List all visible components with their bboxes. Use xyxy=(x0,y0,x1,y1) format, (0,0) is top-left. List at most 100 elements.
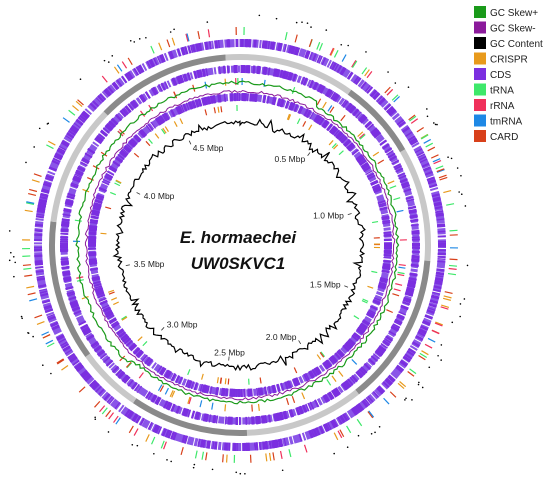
cds-feature xyxy=(202,384,207,393)
cds-feature xyxy=(70,302,79,308)
cds-feature xyxy=(123,107,130,115)
trna-feature xyxy=(362,298,369,302)
cds-feature xyxy=(161,428,167,437)
cds-feature-rings xyxy=(34,38,447,451)
cds-feature xyxy=(260,387,264,396)
cds-feature xyxy=(206,440,210,449)
cds-feature xyxy=(404,292,413,297)
cds-feature xyxy=(70,183,79,189)
cds-feature xyxy=(297,105,303,114)
crispr-feature xyxy=(113,301,119,306)
cds-feature xyxy=(378,97,386,105)
rrna-feature xyxy=(303,444,308,453)
cds-feature xyxy=(68,296,77,301)
crispr-feature xyxy=(286,113,291,120)
gc-skew-minus-trace xyxy=(84,89,396,401)
cds-feature xyxy=(179,74,184,83)
cds-feature xyxy=(416,151,425,157)
cds-feature xyxy=(405,289,414,294)
cds-feature xyxy=(319,118,325,126)
cds-feature xyxy=(97,388,105,396)
cds-feature xyxy=(277,412,281,421)
cds-feature xyxy=(295,407,300,416)
cds-feature xyxy=(98,297,107,302)
cds-feature xyxy=(139,129,147,138)
cds-feature xyxy=(89,380,97,388)
cds-feature xyxy=(105,172,114,179)
cds-feature xyxy=(61,343,70,349)
cds-feature xyxy=(89,103,97,110)
outer-marker xyxy=(295,21,298,24)
card-feature xyxy=(159,385,165,392)
cds-feature xyxy=(369,305,378,311)
cds-feature xyxy=(206,385,210,394)
card-feature xyxy=(94,400,101,408)
cds-feature xyxy=(379,279,388,284)
cds-feature xyxy=(402,300,411,306)
gc-skew-minus-swatch-icon xyxy=(474,21,486,34)
cds-feature xyxy=(432,196,441,201)
outer-marker xyxy=(166,459,168,461)
cds-feature xyxy=(415,335,423,341)
crispr-feature xyxy=(224,78,227,86)
cds-feature xyxy=(386,150,394,156)
crispr-feature xyxy=(316,354,322,360)
cds-feature xyxy=(50,321,59,327)
cds-feature xyxy=(92,278,101,282)
cds-feature xyxy=(410,218,419,222)
cds-feature xyxy=(105,359,114,367)
cds-feature xyxy=(124,144,132,152)
cds-feature xyxy=(165,401,171,410)
cds-feature xyxy=(89,224,98,229)
card-feature xyxy=(118,129,125,135)
trna-feature xyxy=(201,451,205,460)
cds-feature xyxy=(326,392,333,401)
cds-feature xyxy=(358,368,366,376)
cds-feature xyxy=(344,342,353,350)
cds-feature xyxy=(335,131,343,139)
outer-marker xyxy=(347,44,349,47)
cds-feature xyxy=(176,48,182,57)
cds-feature xyxy=(89,221,98,225)
outer-marker xyxy=(440,359,442,361)
cds-feature xyxy=(391,159,400,165)
cds-feature xyxy=(365,397,372,405)
cds-feature xyxy=(112,160,121,167)
cds-feature xyxy=(371,183,380,189)
rrna-feature xyxy=(185,33,189,42)
card-feature xyxy=(340,114,346,122)
cds-feature xyxy=(355,328,364,336)
cds-feature xyxy=(359,323,368,331)
cds-feature xyxy=(80,113,88,120)
cds-feature xyxy=(437,224,446,228)
cds-feature xyxy=(332,354,339,362)
rrna-feature xyxy=(398,263,406,267)
cds-feature xyxy=(53,154,62,161)
cds-feature xyxy=(382,219,391,223)
cds-feature xyxy=(324,423,329,432)
cds-feature xyxy=(96,291,105,297)
cds-feature xyxy=(88,229,97,232)
cds-feature xyxy=(309,401,315,410)
trna-feature xyxy=(23,267,32,270)
outer-marker xyxy=(407,86,410,88)
cds-feature xyxy=(347,71,353,80)
position-tick-labels: 0.5 Mbp 1.0 Mbp 1.5 Mbp 2.0 Mbp 2.5 Mbp 3.0 M… xyxy=(125,140,352,361)
cds-feature xyxy=(291,46,296,55)
cds-feature xyxy=(329,61,335,69)
cds-feature xyxy=(151,395,158,403)
cds-feature xyxy=(69,300,78,305)
cds-feature xyxy=(156,56,162,64)
cds-feature xyxy=(303,373,309,382)
cds-feature xyxy=(260,415,264,424)
cds-feature xyxy=(316,116,323,124)
cds-feature xyxy=(411,342,420,348)
tick-mark xyxy=(347,213,352,215)
tmrna-feature xyxy=(41,331,50,336)
card-feature xyxy=(444,291,453,295)
cds-feature xyxy=(212,95,217,104)
cds-feature xyxy=(338,133,346,141)
card-feature xyxy=(78,386,86,393)
crispr-feature xyxy=(36,320,45,325)
crispr-feature xyxy=(145,434,150,442)
